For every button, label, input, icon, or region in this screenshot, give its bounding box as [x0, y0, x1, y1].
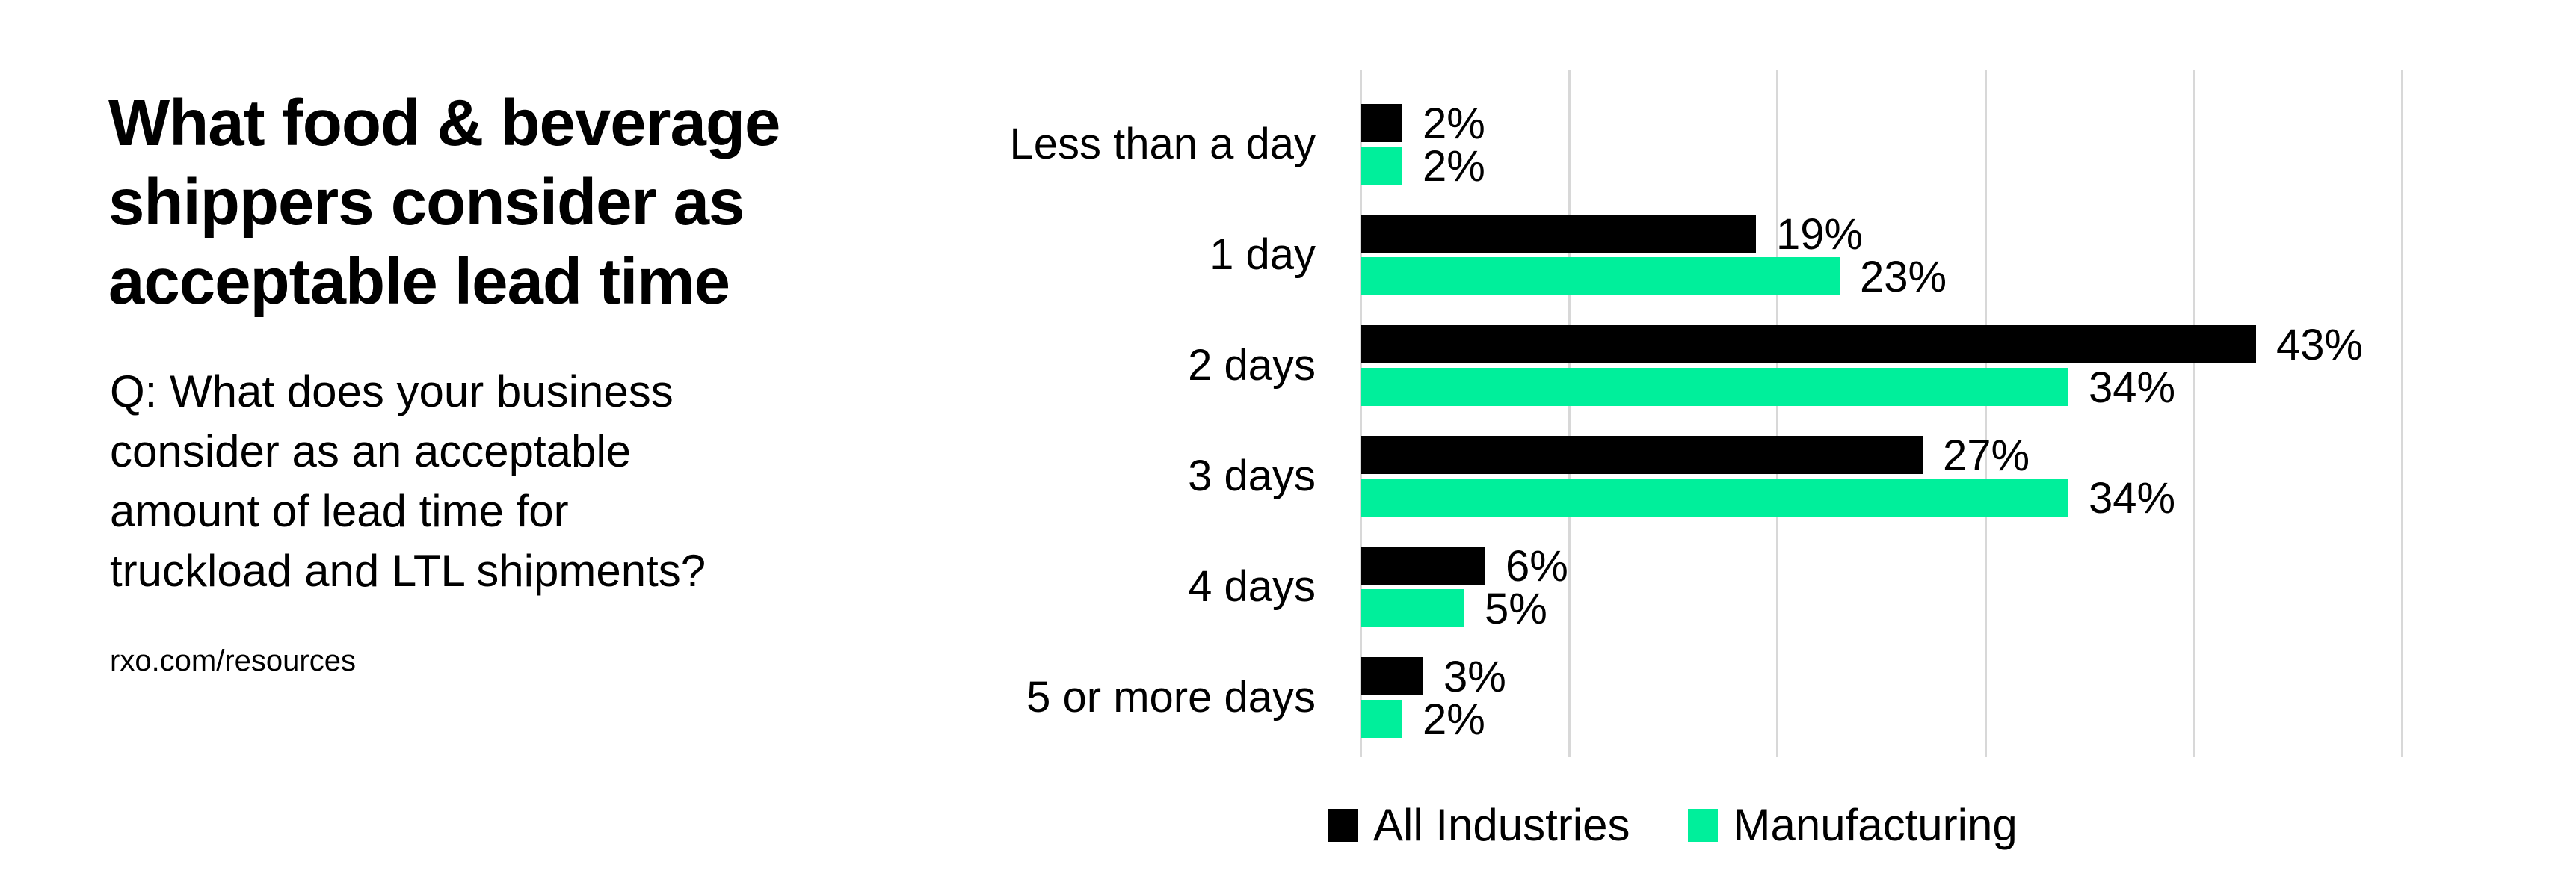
bar-all-industries — [1361, 436, 1923, 474]
page-title: What food & beverage shippers consider a… — [108, 87, 780, 318]
value-label: 3% — [1443, 653, 1506, 701]
category-label: Less than a day — [1009, 120, 1316, 168]
bar-all-industries — [1361, 657, 1423, 695]
legend-swatch — [1328, 809, 1358, 842]
survey-question: Q: What does your business consider as a… — [110, 366, 706, 596]
bar-manufacturing — [1361, 257, 1840, 295]
chart-legend: All Industries Manufacturing — [1328, 801, 2018, 849]
bar-all-industries — [1361, 325, 2256, 363]
value-label: 34% — [2089, 474, 2176, 523]
legend-label: Manufacturing — [1733, 800, 2018, 850]
value-label: 34% — [2089, 363, 2176, 412]
bar-manufacturing — [1361, 147, 1402, 185]
x-gridline-50 — [2401, 70, 2403, 757]
category-label: 4 days — [1188, 562, 1316, 611]
value-label: 27% — [1943, 431, 2030, 480]
value-label: 2% — [1423, 695, 1485, 744]
bar-manufacturing — [1361, 479, 2068, 517]
bar-all-industries — [1361, 104, 1402, 142]
x-gridline-20 — [1776, 70, 1779, 757]
category-label: 3 days — [1188, 452, 1316, 500]
value-label: 2% — [1423, 142, 1485, 191]
category-label: 5 or more days — [1026, 673, 1316, 721]
x-gridline-10 — [1568, 70, 1571, 757]
category-label: 1 day — [1210, 230, 1316, 279]
category-label: 2 days — [1188, 341, 1316, 390]
bar-manufacturing — [1361, 368, 2068, 406]
value-label: 43% — [2276, 321, 2364, 369]
value-label: 2% — [1423, 99, 1485, 148]
bar-all-industries — [1361, 215, 1756, 253]
value-label: 23% — [1860, 253, 1947, 301]
value-label: 6% — [1506, 542, 1568, 591]
x-gridline-30 — [1984, 70, 1987, 757]
legend-item-all-industries: All Industries — [1328, 801, 1630, 849]
x-gridline-0 — [1360, 70, 1362, 757]
bar-manufacturing — [1361, 700, 1402, 738]
source-url: rxo.com/resources — [110, 644, 356, 677]
bar-manufacturing — [1361, 589, 1464, 627]
value-label: 19% — [1776, 210, 1864, 259]
x-gridline-40 — [2193, 70, 2196, 757]
legend-swatch — [1688, 809, 1719, 842]
legend-label: All Industries — [1373, 800, 1630, 850]
bar-all-industries — [1361, 547, 1485, 585]
legend-item-manufacturing: Manufacturing — [1688, 800, 2018, 850]
value-label: 5% — [1485, 585, 1547, 633]
